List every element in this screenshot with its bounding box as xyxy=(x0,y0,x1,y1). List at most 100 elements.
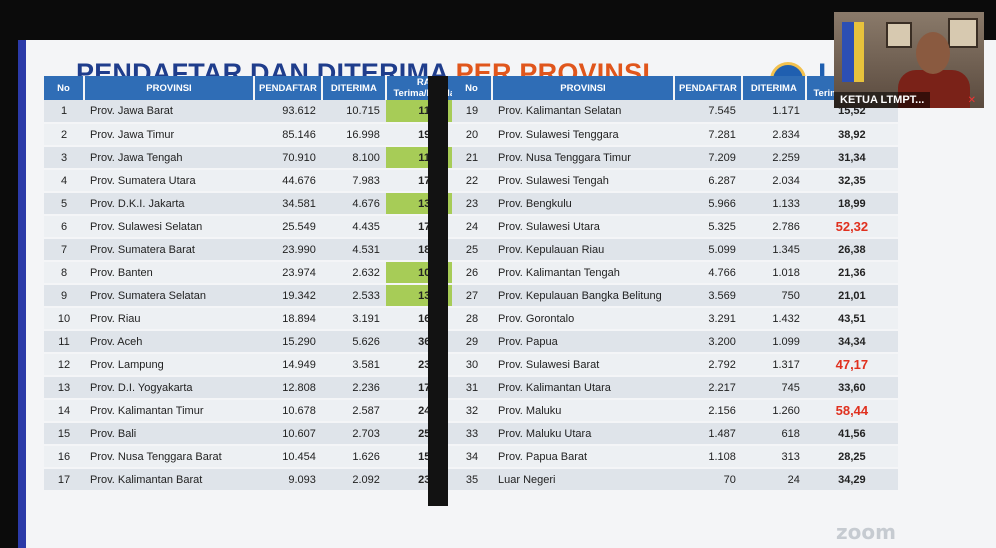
row-number: 7 xyxy=(44,238,84,262)
row-number: 35 xyxy=(452,468,492,492)
pendaftar-value: 10.607 xyxy=(254,422,322,446)
pendaftar-value: 3.291 xyxy=(674,307,742,331)
row-number: 28 xyxy=(452,307,492,331)
pendaftar-value: 23.974 xyxy=(254,261,322,285)
diterima-value: 1.626 xyxy=(321,445,386,469)
pendaftar-value: 2.792 xyxy=(674,353,742,377)
province-name: Prov. Kalimantan Selatan xyxy=(492,100,674,124)
diterima-value: 2.632 xyxy=(321,261,386,285)
muted-mic-icon: ✕ xyxy=(967,95,976,106)
province-name: Prov. Sumatera Utara xyxy=(84,169,254,193)
pendaftar-value: 5.966 xyxy=(674,192,742,216)
diterima-value: 1.133 xyxy=(741,192,806,216)
row-number: 25 xyxy=(452,238,492,262)
table-row: 35 Luar Negeri 70 24 34,29 xyxy=(452,468,898,492)
row-number: 12 xyxy=(44,353,84,377)
diterima-value: 2.703 xyxy=(321,422,386,446)
table-header-row: No PROVINSI PENDAFTAR DITERIMA RASIO Ter… xyxy=(452,76,899,100)
province-name: Prov. Lampung xyxy=(84,353,254,377)
table-row: 28 Prov. Gorontalo 3.291 1.432 43,51 xyxy=(452,307,898,331)
rasio-value: 58,44 xyxy=(805,399,898,423)
rasio-value: 34,34 xyxy=(805,330,898,354)
diterima-value: 2.834 xyxy=(741,123,806,147)
province-name: Prov. Riau xyxy=(84,307,254,331)
rasio-value: 52,32 xyxy=(805,215,898,239)
row-number: 21 xyxy=(452,146,492,170)
diterima-value: 313 xyxy=(741,445,806,469)
header-no: No xyxy=(44,76,85,100)
pendaftar-value: 15.290 xyxy=(254,330,322,354)
province-name: Prov. Kalimantan Tengah xyxy=(492,261,674,285)
pendaftar-value: 18.894 xyxy=(254,307,322,331)
table-row: 20 Prov. Sulawesi Tenggara 7.281 2.834 38,92 xyxy=(452,123,898,147)
row-number: 14 xyxy=(44,399,84,423)
diterima-value: 1.099 xyxy=(741,330,806,354)
province-name: Prov. Jawa Timur xyxy=(84,123,254,147)
diterima-value: 1.171 xyxy=(741,100,806,124)
participant-video-tile[interactable]: KETUA LTMPT... ✕ xyxy=(834,12,984,108)
header-no: No xyxy=(452,76,493,100)
table-row: 26 Prov. Kalimantan Tengah 4.766 1.018 21,36 xyxy=(452,261,898,285)
row-number: 9 xyxy=(44,284,84,308)
pendaftar-value: 23.990 xyxy=(254,238,322,262)
province-name: Prov. Sulawesi Tenggara xyxy=(492,123,674,147)
province-name: Prov. Bengkulu xyxy=(492,192,674,216)
table-header-row: No PROVINSI PENDAFTAR DITERIMA RASIO Ter… xyxy=(44,76,479,100)
diterima-value: 1.345 xyxy=(741,238,806,262)
row-number: 2 xyxy=(44,123,84,147)
diterima-value: 2.786 xyxy=(741,215,806,239)
pendaftar-value: 7.209 xyxy=(674,146,742,170)
pendaftar-value: 3.569 xyxy=(674,284,742,308)
pendaftar-value: 44.676 xyxy=(254,169,322,193)
diterima-value: 24 xyxy=(741,468,806,492)
pendaftar-value: 12.808 xyxy=(254,376,322,400)
table-row: 19 Prov. Kalimantan Selatan 7.545 1.171 15,5… xyxy=(452,100,898,124)
rasio-value: 33,60 xyxy=(805,376,898,400)
pendaftar-value: 9.093 xyxy=(254,468,322,492)
province-name: Prov. Papua Barat xyxy=(492,445,674,469)
diterima-value: 2.236 xyxy=(321,376,386,400)
table-row: 33 Prov. Maluku Utara 1.487 618 41,56 xyxy=(452,422,898,446)
rasio-value: 38,92 xyxy=(805,123,898,147)
diterima-value: 1.317 xyxy=(741,353,806,377)
province-name: Prov. Maluku xyxy=(492,399,674,423)
province-name: Prov. Papua xyxy=(492,330,674,354)
row-number: 31 xyxy=(452,376,492,400)
province-name: Prov. Nusa Tenggara Barat xyxy=(84,445,254,469)
rasio-value: 28,25 xyxy=(805,445,898,469)
diterima-value: 2.587 xyxy=(321,399,386,423)
row-number: 26 xyxy=(452,261,492,285)
row-number: 24 xyxy=(452,215,492,239)
rasio-value: 41,56 xyxy=(805,422,898,446)
table-row: 31 Prov. Kalimantan Utara 2.217 745 33,60 xyxy=(452,376,898,400)
province-name: Prov. Sulawesi Selatan xyxy=(84,215,254,239)
flag-icon xyxy=(854,22,864,82)
diterima-value: 4.676 xyxy=(321,192,386,216)
rasio-value: 32,35 xyxy=(805,169,898,193)
diterima-value: 1.260 xyxy=(741,399,806,423)
province-name: Prov. Kalimantan Utara xyxy=(492,376,674,400)
flag-icon xyxy=(842,22,854,82)
rasio-value: 31,34 xyxy=(805,146,898,170)
province-name: Prov. Jawa Tengah xyxy=(84,146,254,170)
diterima-value: 4.435 xyxy=(321,215,386,239)
diterima-value: 16.998 xyxy=(321,123,386,147)
table-row: 32 Prov. Maluku 2.156 1.260 58,44 xyxy=(452,399,898,423)
province-name: Prov. Bali xyxy=(84,422,254,446)
diterima-value: 2.034 xyxy=(741,169,806,193)
table-right: No PROVINSI PENDAFTAR DITERIMA RASIO Ter… xyxy=(452,76,899,492)
province-name: Prov. Sumatera Barat xyxy=(84,238,254,262)
pendaftar-value: 10.678 xyxy=(254,399,322,423)
pendaftar-value: 1.487 xyxy=(674,422,742,446)
participant-name: KETUA LTMPT... xyxy=(834,92,931,108)
pendaftar-value: 19.342 xyxy=(254,284,322,308)
pendaftar-value: 6.287 xyxy=(674,169,742,193)
pendaftar-value: 34.581 xyxy=(254,192,322,216)
